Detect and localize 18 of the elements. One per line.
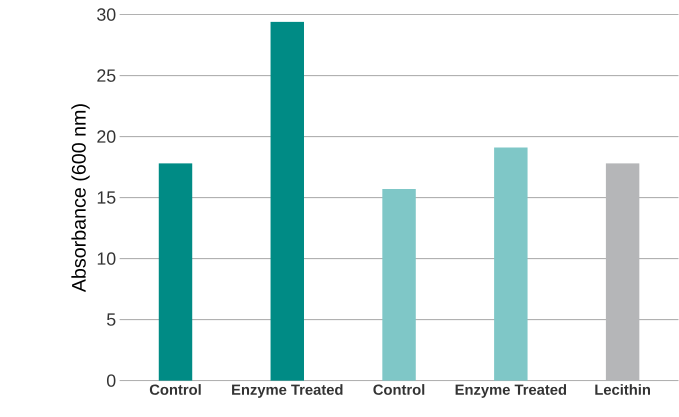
y-tick-label: 30 xyxy=(97,8,116,21)
x-tick-label: Lecithin xyxy=(595,384,650,395)
y-tick-label: 0 xyxy=(106,374,116,387)
bar xyxy=(606,163,640,381)
x-tick-label: Control xyxy=(150,384,201,395)
y-tick-label: 20 xyxy=(97,130,116,143)
y-axis-title: Absorbance (600 nm) xyxy=(71,104,90,292)
y-tick-label: 10 xyxy=(98,252,116,265)
x-tick-label: Control xyxy=(373,384,424,395)
bar xyxy=(382,188,416,381)
bar xyxy=(494,147,528,381)
bar xyxy=(158,163,192,381)
bar xyxy=(270,22,304,381)
y-tick-label: 5 xyxy=(106,313,116,326)
y-tick-label: 25 xyxy=(97,69,116,82)
x-tick-label: Enzyme Treated xyxy=(232,384,342,398)
x-tick-label: Enzyme Treated xyxy=(456,384,566,398)
y-tick-label: 15 xyxy=(98,191,116,204)
